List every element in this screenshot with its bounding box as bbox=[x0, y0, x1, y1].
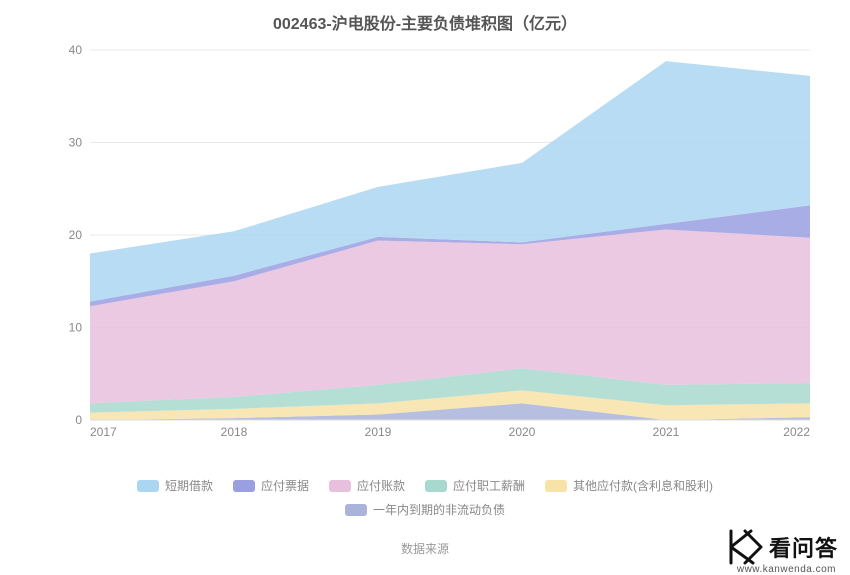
legend-item[interactable]: 一年内到期的非流动负债 bbox=[345, 499, 505, 521]
y-axis-tick-label: 40 bbox=[69, 43, 83, 57]
y-axis-tick-label: 20 bbox=[69, 228, 83, 242]
legend-swatch bbox=[345, 504, 367, 516]
chart-svg: 0 10 20 30 40 2017 2018 2019 2020 2021 2022 bbox=[60, 40, 820, 440]
chart-title: 002463-沪电股份-主要负债堆积图（亿元） bbox=[0, 0, 850, 34]
legend-label: 一年内到期的非流动负债 bbox=[373, 499, 505, 521]
legend-label: 应付职工薪酬 bbox=[453, 475, 525, 497]
x-axis-tick-label: 2021 bbox=[653, 425, 680, 439]
x-axis-tick-label: 2017 bbox=[90, 425, 117, 439]
legend-label: 其他应付款(含利息和股利) bbox=[573, 475, 713, 497]
legend-label: 应付票据 bbox=[261, 475, 309, 497]
x-axis-tick-label: 2020 bbox=[509, 425, 536, 439]
legend-label: 短期借款 bbox=[165, 475, 213, 497]
y-axis-tick-label: 0 bbox=[75, 413, 82, 427]
x-axis-tick-label: 2019 bbox=[365, 425, 392, 439]
legend-swatch bbox=[233, 480, 255, 492]
x-axis-tick-label: 2018 bbox=[221, 425, 248, 439]
legend-row-2: 一年内到期的非流动负债 bbox=[0, 499, 850, 523]
chart-container: 002463-沪电股份-主要负债堆积图（亿元） 0 10 20 30 40 2017 201… bbox=[0, 0, 850, 575]
legend-swatch bbox=[329, 480, 351, 492]
legend-item[interactable]: 其他应付款(含利息和股利) bbox=[545, 475, 713, 497]
legend-swatch bbox=[545, 480, 567, 492]
legend-row-1: 短期借款 应付票据 应付账款 应付职工薪酬 其他应付款(含利息和股利) bbox=[0, 475, 850, 499]
legend-label: 应付账款 bbox=[357, 475, 405, 497]
watermark: 看问答 bbox=[721, 525, 838, 569]
legend: 短期借款 应付票据 应付账款 应付职工薪酬 其他应付款(含利息和股利) 一年内到期的非流… bbox=[0, 475, 850, 523]
y-axis-tick-label: 30 bbox=[69, 136, 83, 150]
legend-item[interactable]: 短期借款 bbox=[137, 475, 213, 497]
legend-item[interactable]: 应付职工薪酬 bbox=[425, 475, 525, 497]
legend-item[interactable]: 应付账款 bbox=[329, 475, 405, 497]
legend-swatch bbox=[137, 480, 159, 492]
watermark-url: www.kanwenda.com bbox=[737, 564, 836, 575]
y-axis-tick-label: 10 bbox=[69, 321, 83, 335]
legend-item[interactable]: 应付票据 bbox=[233, 475, 309, 497]
x-axis-tick-label: 2022 bbox=[783, 425, 810, 439]
legend-swatch bbox=[425, 480, 447, 492]
chart-plot-area: 0 10 20 30 40 2017 2018 2019 2020 2021 2022 bbox=[60, 40, 820, 440]
watermark-logo-icon bbox=[721, 525, 765, 569]
watermark-text: 看问答 bbox=[769, 531, 838, 563]
